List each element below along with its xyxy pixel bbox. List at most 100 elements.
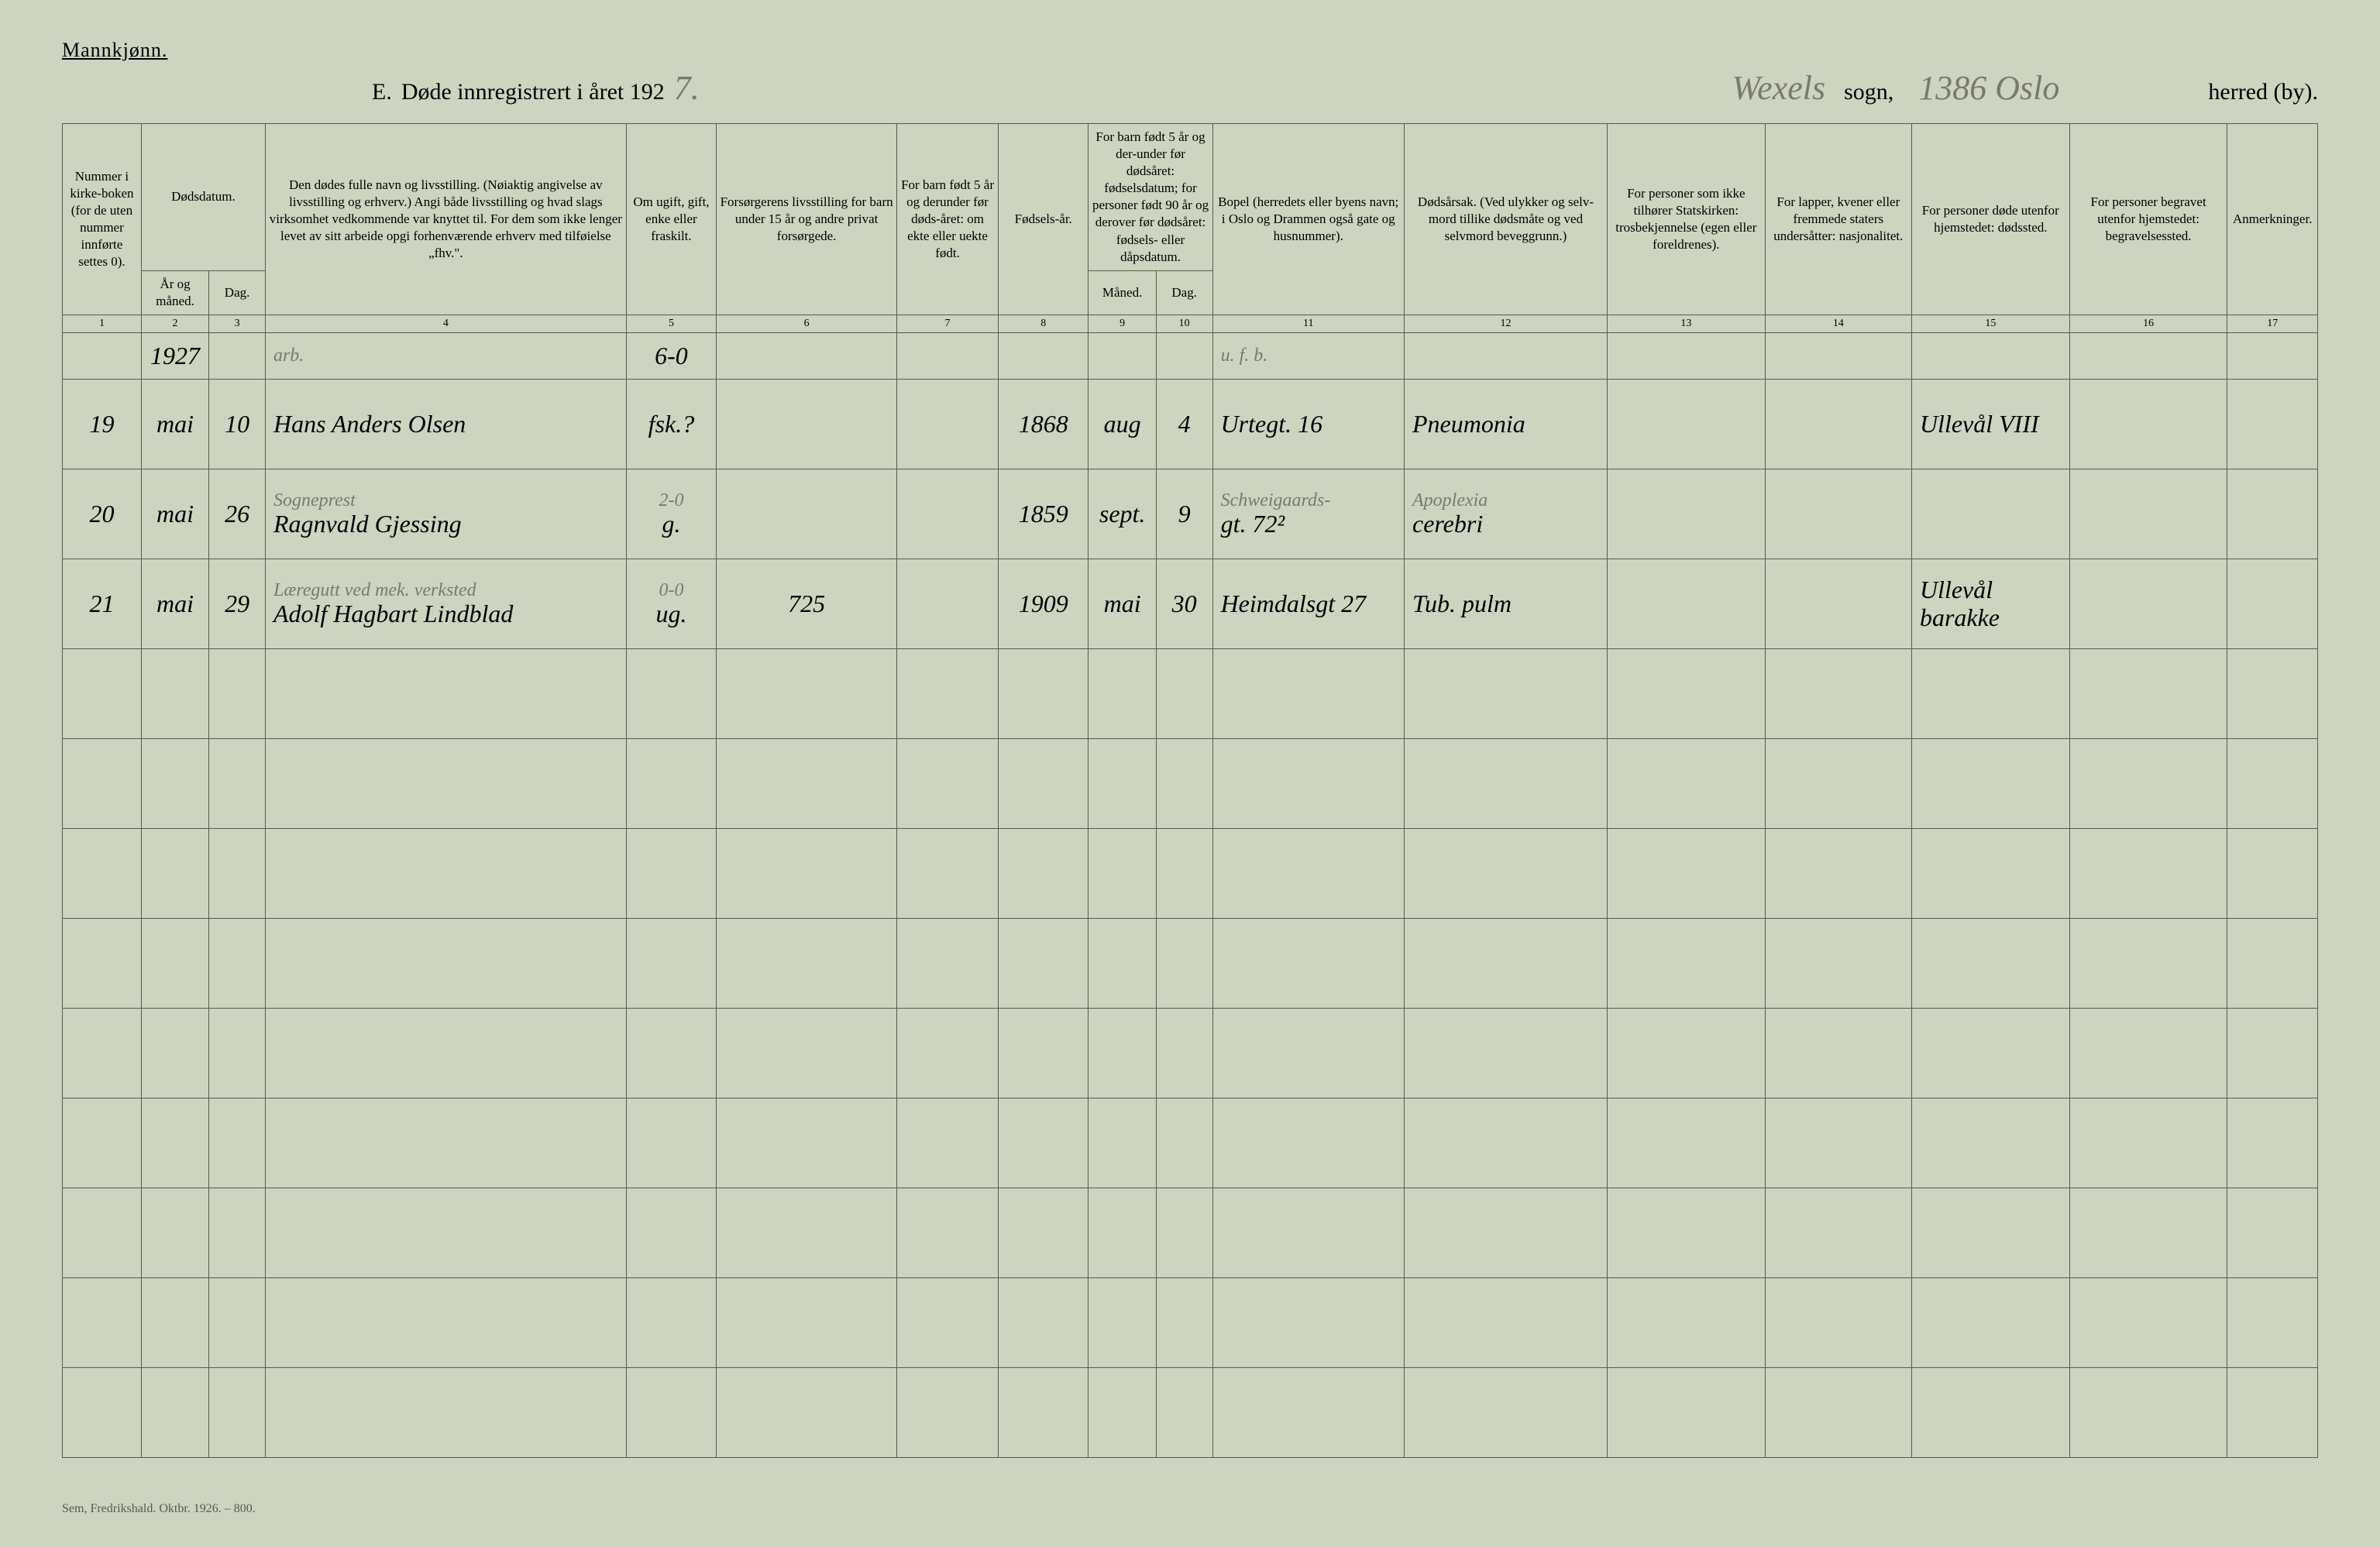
table-cell: [265, 829, 626, 919]
cell-main-text: mai: [146, 500, 204, 528]
table-cell: [1765, 380, 1911, 469]
table-cell: [1212, 1188, 1404, 1278]
table-cell: sept.: [1089, 469, 1156, 559]
table-cell: [999, 919, 1089, 1009]
table-cell: [1765, 559, 1911, 649]
table-cell: [999, 649, 1089, 739]
col-header-14: For lapper, kvener eller fremmede stater…: [1765, 124, 1911, 315]
title-line: E. Døde innregistrert i året 1927. Wexel…: [372, 68, 2318, 108]
table-cell: [265, 1188, 626, 1278]
table-cell: 1909: [999, 559, 1089, 649]
table-cell: Urtegt. 16: [1212, 380, 1404, 469]
table-cell: [209, 1278, 266, 1368]
col-number: 1: [63, 315, 142, 332]
table-cell: [1156, 1368, 1212, 1458]
table-cell: 21: [63, 559, 142, 649]
table-cell: Tub. pulm: [1404, 559, 1607, 649]
table-cell: [1089, 1098, 1156, 1188]
table-cell: [1212, 1009, 1404, 1098]
table-cell: [717, 1278, 897, 1368]
table-cell: arb.: [265, 333, 626, 380]
table-cell: [717, 333, 897, 380]
table-cell: 725: [717, 559, 897, 649]
table-body: 1927arb.6-0u. f. b.19mai10Hans Anders Ol…: [63, 333, 2318, 1458]
table-cell: [1911, 739, 2069, 829]
table-cell: aug: [1089, 380, 1156, 469]
table-cell: [1404, 649, 1607, 739]
table-cell: [1156, 1188, 1212, 1278]
table-cell: [897, 1098, 999, 1188]
table-cell: [1404, 829, 1607, 919]
table-cell: [626, 1009, 716, 1098]
table-cell: [1089, 1009, 1156, 1098]
table-cell: [209, 333, 266, 380]
table-cell: [2069, 1098, 2227, 1188]
table-cell: [1607, 559, 1765, 649]
table-cell: [897, 1368, 999, 1458]
cell-sub-text: Sogneprest: [273, 490, 621, 511]
col-number: 6: [717, 315, 897, 332]
table-cell: [999, 333, 1089, 380]
table-cell: 6-0: [626, 333, 716, 380]
table-cell: [1089, 739, 1156, 829]
col-number: 17: [2227, 315, 2318, 332]
table-cell: mai: [141, 559, 208, 649]
table-row: 19mai10Hans Anders Olsenfsk.?1868aug4Urt…: [63, 380, 2318, 469]
cell-main-text: gt. 72²: [1221, 511, 1399, 538]
table-cell: [999, 1188, 1089, 1278]
table-cell: [1607, 739, 1765, 829]
table-cell: [1765, 739, 1911, 829]
table-cell: [1156, 1098, 1212, 1188]
cell-main-text: g.: [631, 511, 711, 538]
cell-main-text: Adolf Hagbart Lindblad: [273, 600, 621, 627]
table-cell: [1911, 1009, 2069, 1098]
table-cell: [2227, 649, 2318, 739]
table-cell: [141, 1188, 208, 1278]
table-cell: [209, 1188, 266, 1278]
table-cell: 0-0ug.: [626, 559, 716, 649]
col-number: 14: [1765, 315, 1911, 332]
table-cell: 1927: [141, 333, 208, 380]
table-cell: fsk.?: [626, 380, 716, 469]
table-cell: [1212, 1368, 1404, 1458]
table-cell: [1212, 649, 1404, 739]
table-cell: [63, 919, 142, 1009]
table-cell: [897, 919, 999, 1009]
table-cell: [626, 1098, 716, 1188]
cell-main-text: aug: [1093, 411, 1150, 438]
table-cell: [1404, 1368, 1607, 1458]
table-cell: [1607, 919, 1765, 1009]
death-register-page: Mannkjønn. E. Døde innregistrert i året …: [15, 15, 2365, 1532]
table-cell: [717, 469, 897, 559]
table-cell: [209, 649, 266, 739]
table-cell: Hans Anders Olsen: [265, 380, 626, 469]
table-cell: [999, 1098, 1089, 1188]
cell-main-text: 1868: [1003, 411, 1083, 438]
cell-main-text: sept.: [1093, 500, 1150, 528]
table-row: [63, 1368, 2318, 1458]
table-cell: [1089, 1278, 1156, 1368]
cell-main-text: 4: [1161, 411, 1208, 438]
table-row: [63, 1098, 2318, 1188]
herred-label: herred (by).: [2208, 79, 2318, 105]
table-cell: [1212, 1278, 1404, 1368]
cell-main-text: 1909: [1003, 590, 1083, 617]
table-cell: [2069, 829, 2227, 919]
table-cell: [63, 829, 142, 919]
cell-main-text: mai: [1093, 590, 1150, 617]
col-number: 4: [265, 315, 626, 332]
table-cell: [265, 919, 626, 1009]
table-cell: [1911, 919, 2069, 1009]
cell-main-text: Ullevål barakke: [1920, 576, 2065, 631]
table-cell: 4: [1156, 380, 1212, 469]
table-cell: [717, 1009, 897, 1098]
table-cell: [1404, 739, 1607, 829]
table-cell: [1156, 1009, 1212, 1098]
cell-main-text: 19: [67, 411, 136, 438]
table-cell: [1089, 829, 1156, 919]
table-cell: u. f. b.: [1212, 333, 1404, 380]
table-cell: [1911, 1368, 2069, 1458]
col-header-9b: Dag.: [1156, 270, 1212, 315]
table-cell: [63, 1009, 142, 1098]
table-cell: [209, 739, 266, 829]
